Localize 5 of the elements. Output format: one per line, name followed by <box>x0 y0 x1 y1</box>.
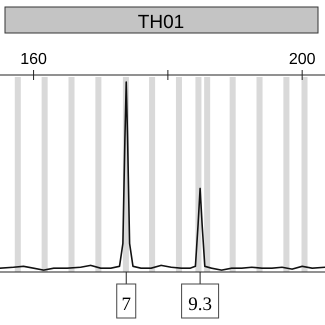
annotation: 9.3 <box>188 294 212 315</box>
chart-title: TH01 <box>138 12 184 33</box>
x-tick-label: 200 <box>288 51 316 68</box>
annotation: 7 <box>121 294 131 315</box>
x-tick-label: 160 <box>20 51 48 68</box>
